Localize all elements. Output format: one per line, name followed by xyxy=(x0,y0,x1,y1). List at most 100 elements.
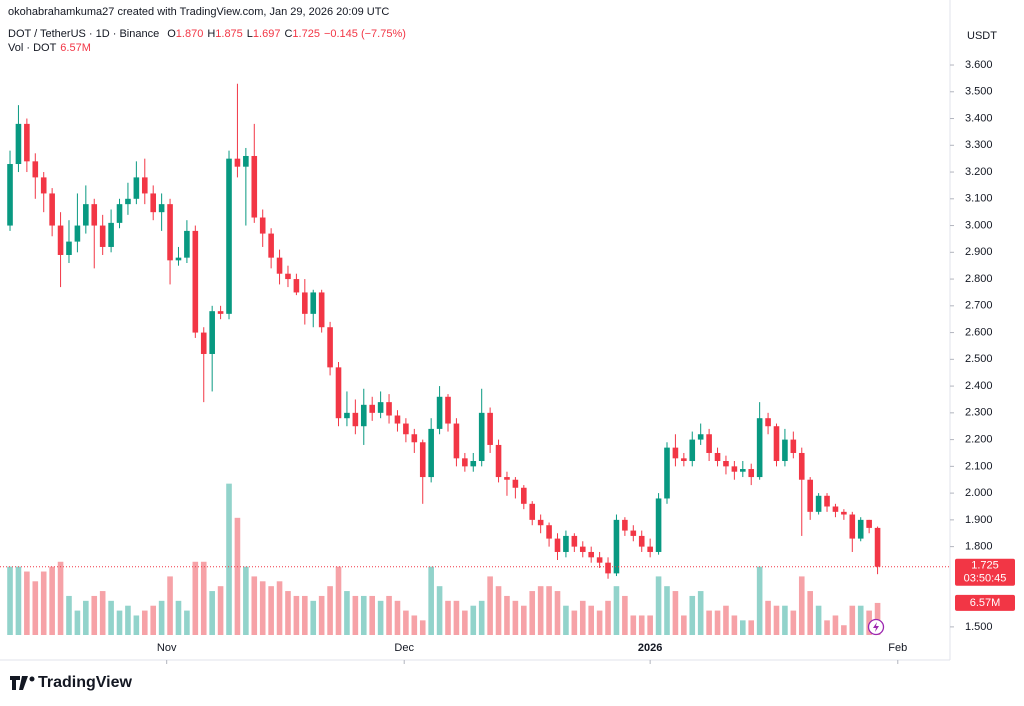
volume-bar xyxy=(655,576,662,635)
candle-body xyxy=(327,327,333,368)
y-tick-label: 2.000 xyxy=(965,487,993,499)
candle-body xyxy=(175,257,182,261)
countdown: 03:50:45 xyxy=(964,573,1007,585)
candle-body xyxy=(841,511,847,515)
volume-bar xyxy=(276,581,283,635)
y-tick-label: 2.900 xyxy=(965,246,993,258)
volume-bar xyxy=(150,605,157,635)
candle-body xyxy=(133,177,140,199)
candle-body xyxy=(740,469,746,472)
candle-body xyxy=(66,241,72,255)
volume-bar xyxy=(453,600,460,635)
candle-body xyxy=(217,311,224,314)
volume-bar xyxy=(613,586,620,635)
candle-body xyxy=(697,434,704,440)
volume-bar xyxy=(175,600,182,635)
y-tick-label: 2.100 xyxy=(965,460,993,472)
candle-body xyxy=(192,230,199,333)
candle-body xyxy=(765,418,771,427)
candle-body xyxy=(613,519,620,574)
candle-body xyxy=(234,158,241,167)
logo-text: TradingView xyxy=(38,674,133,691)
volume-bar xyxy=(91,595,98,635)
candle-body xyxy=(689,439,696,462)
volume-bar xyxy=(630,615,637,635)
volume-tag xyxy=(955,594,1015,611)
candle-body xyxy=(108,222,114,247)
ohlc-value: 1.875 xyxy=(215,28,243,40)
candle-body xyxy=(790,439,797,453)
volume-bar xyxy=(849,605,856,635)
volume-bar xyxy=(259,581,266,635)
candle-body xyxy=(352,412,359,427)
candle-body xyxy=(857,519,864,539)
candle-body xyxy=(579,546,586,552)
candle-body xyxy=(815,495,822,512)
volume-bar xyxy=(268,586,274,635)
attribution: okohabrahamkuma27 created with TradingVi… xyxy=(8,6,390,18)
y-tick-label: 2.700 xyxy=(965,300,993,312)
candle-body xyxy=(403,423,409,435)
volume-bar xyxy=(377,600,384,635)
volume-bar xyxy=(243,566,249,635)
x-tick-label: 2026 xyxy=(638,642,662,654)
candle-body xyxy=(7,164,13,226)
volume-bar xyxy=(49,566,55,635)
y-tick-label: 1.800 xyxy=(965,541,993,553)
candle-body xyxy=(571,535,578,547)
candle-body xyxy=(824,495,830,507)
price-tag-label: 1.725 xyxy=(971,560,999,572)
candle-body xyxy=(243,155,249,167)
candle-body xyxy=(462,458,468,467)
volume-bar xyxy=(217,586,224,635)
volume-bar xyxy=(310,600,317,635)
volume-bar xyxy=(487,576,493,635)
volume-bar xyxy=(773,605,780,635)
volume-bar xyxy=(141,610,148,635)
volume-bar xyxy=(723,605,729,635)
y-tick-label: 3.100 xyxy=(965,193,993,205)
candle-body xyxy=(681,458,687,462)
volume-bar xyxy=(57,561,64,635)
y-tick-label: 2.200 xyxy=(965,434,993,446)
volume-bar xyxy=(697,591,704,635)
volume-bar xyxy=(571,610,578,635)
volume-bar xyxy=(672,591,679,635)
candle-body xyxy=(428,428,434,478)
y-tick-label: 2.600 xyxy=(965,326,993,338)
volume-bar xyxy=(209,591,215,635)
candle-body xyxy=(184,230,190,258)
candle-body xyxy=(655,498,662,552)
candle-body xyxy=(167,204,173,261)
volume-bar xyxy=(99,591,106,635)
volume-bar xyxy=(495,586,502,635)
candle-body xyxy=(521,487,527,504)
candle-body xyxy=(706,434,712,453)
legend-row: DOT / TetherUS · 1D · Binance O1.870 H1.… xyxy=(8,28,406,40)
candle-body xyxy=(200,332,207,354)
candle-body xyxy=(664,447,670,499)
candle-body xyxy=(310,292,317,314)
volume-bar xyxy=(647,615,653,635)
volume-bar xyxy=(504,595,510,635)
price-tag xyxy=(955,558,1015,586)
volume-bar xyxy=(327,586,333,635)
candle-body xyxy=(259,217,266,234)
volume-bar xyxy=(706,610,712,635)
candle-body xyxy=(57,225,64,255)
candle-body xyxy=(386,402,392,416)
y-tick-label: 1.500 xyxy=(965,621,993,633)
volume-bar xyxy=(681,615,687,635)
volume-bar xyxy=(403,610,409,635)
candle-body xyxy=(487,412,493,445)
candle-body xyxy=(99,225,106,247)
candle-body xyxy=(268,233,274,258)
volume-bar xyxy=(689,595,696,635)
volume-bar xyxy=(66,595,72,635)
candle-body xyxy=(285,273,291,280)
volume-bar xyxy=(537,586,544,635)
volume-bar xyxy=(158,600,165,635)
ohlc-value: 1.870 xyxy=(175,28,204,40)
candle-body xyxy=(672,447,679,459)
